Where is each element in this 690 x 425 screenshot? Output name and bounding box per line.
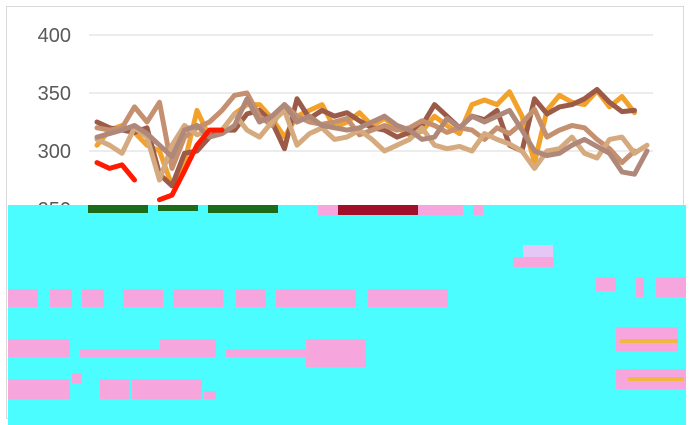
artifact-block xyxy=(236,289,266,307)
artifact-block xyxy=(596,277,616,291)
artifact-block xyxy=(276,289,356,307)
artifact-block xyxy=(8,379,70,399)
artifact-block xyxy=(50,289,72,307)
y-tick-label: 300 xyxy=(38,141,71,163)
artifact-block xyxy=(123,289,163,307)
rendering-artifact-region xyxy=(8,205,686,425)
y-tick-label: 350 xyxy=(38,83,71,105)
y-tick-label: 400 xyxy=(38,25,71,47)
series-lines xyxy=(94,87,650,203)
artifact-block xyxy=(204,391,216,399)
artifact-block xyxy=(656,277,686,297)
artifact-block xyxy=(173,289,223,307)
artifact-block xyxy=(523,245,553,257)
artifact-block xyxy=(636,277,644,297)
artifact-block xyxy=(160,339,216,357)
artifact-block xyxy=(100,379,130,399)
artifact-block xyxy=(368,289,448,307)
artifact-block xyxy=(80,349,160,357)
artifact-block xyxy=(8,289,38,307)
y-axis-tick-labels: 250300350400 xyxy=(38,25,71,221)
series-line-6 xyxy=(94,127,225,203)
artifact-block xyxy=(158,205,198,211)
artifact-block xyxy=(88,205,148,213)
artifact-block xyxy=(8,339,70,357)
artifact-block xyxy=(473,205,483,215)
artifact-block xyxy=(208,205,278,213)
artifact-block xyxy=(628,377,684,381)
artifact-block xyxy=(132,379,202,399)
artifact-block xyxy=(226,349,306,357)
artifact-block xyxy=(620,339,678,343)
artifact-block xyxy=(82,289,104,307)
artifact-block xyxy=(306,339,366,367)
series-line-5 xyxy=(94,96,650,177)
artifact-block xyxy=(418,205,463,215)
artifact-block xyxy=(338,205,418,215)
artifact-block xyxy=(513,257,553,267)
artifact-block xyxy=(318,205,338,215)
artifact-block xyxy=(72,373,82,383)
